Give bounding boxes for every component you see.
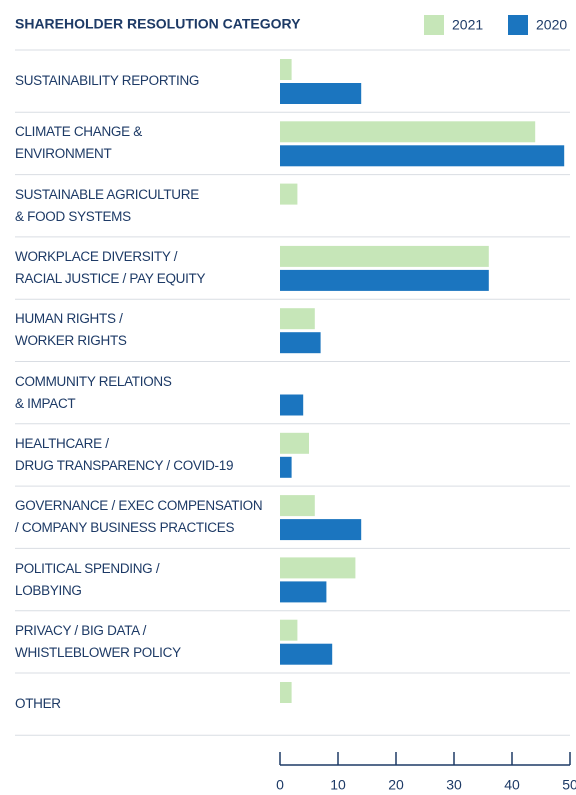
category-label: SUSTAINABLE AGRICULTURE & FOOD SYSTEMS — [15, 186, 199, 224]
category-label: HEALTHCARE / DRUG TRANSPARENCY / COVID-1… — [15, 435, 234, 473]
bar — [280, 643, 333, 665]
x-tick-label: 20 — [388, 777, 404, 793]
category-label: SUSTAINABILITY REPORTING — [15, 73, 200, 89]
bar — [280, 59, 292, 80]
bar — [280, 495, 315, 517]
x-tick-label: 30 — [446, 777, 462, 793]
category-label: CLIMATE CHANGE & ENVIRONMENT — [15, 124, 142, 162]
category-label: COMMUNITY RELATIONS & IMPACT — [15, 373, 172, 411]
x-tick-label: 10 — [330, 777, 346, 793]
legend-label: 2021 — [452, 17, 483, 33]
bar — [280, 121, 536, 143]
bar — [280, 269, 489, 291]
bar — [280, 394, 304, 416]
bar — [280, 557, 356, 579]
legend-swatch — [508, 15, 528, 35]
bar — [280, 519, 362, 541]
x-tick-label: 0 — [276, 777, 284, 793]
category-label: HUMAN RIGHTS / WORKER RIGHTS — [15, 311, 127, 349]
category-label: POLITICAL SPENDING / LOBBYING — [15, 560, 160, 598]
legend-swatch — [424, 15, 444, 35]
category-label: PRIVACY / BIG DATA / WHISTLEBLOWER POLIC… — [15, 622, 181, 660]
x-tick-label: 40 — [504, 777, 520, 793]
bar — [280, 83, 362, 104]
bar — [280, 245, 489, 267]
bar — [280, 183, 298, 205]
chart-title: SHAREHOLDER RESOLUTION CATEGORY — [15, 16, 301, 32]
bar — [280, 145, 565, 167]
bar — [280, 308, 315, 330]
bar — [280, 332, 321, 354]
category-label: WORKPLACE DIVERSITY / RACIAL JUSTICE / P… — [15, 249, 206, 287]
bar — [280, 581, 327, 603]
category-label: OTHER — [15, 696, 61, 712]
legend-label: 2020 — [536, 17, 567, 33]
bar — [280, 682, 292, 703]
bar — [280, 432, 309, 454]
category-label: GOVERNANCE / EXEC COMPENSATION / COMPANY… — [15, 498, 263, 536]
x-tick-label: 50 — [562, 777, 576, 793]
bar — [280, 456, 292, 478]
bar — [280, 619, 298, 641]
